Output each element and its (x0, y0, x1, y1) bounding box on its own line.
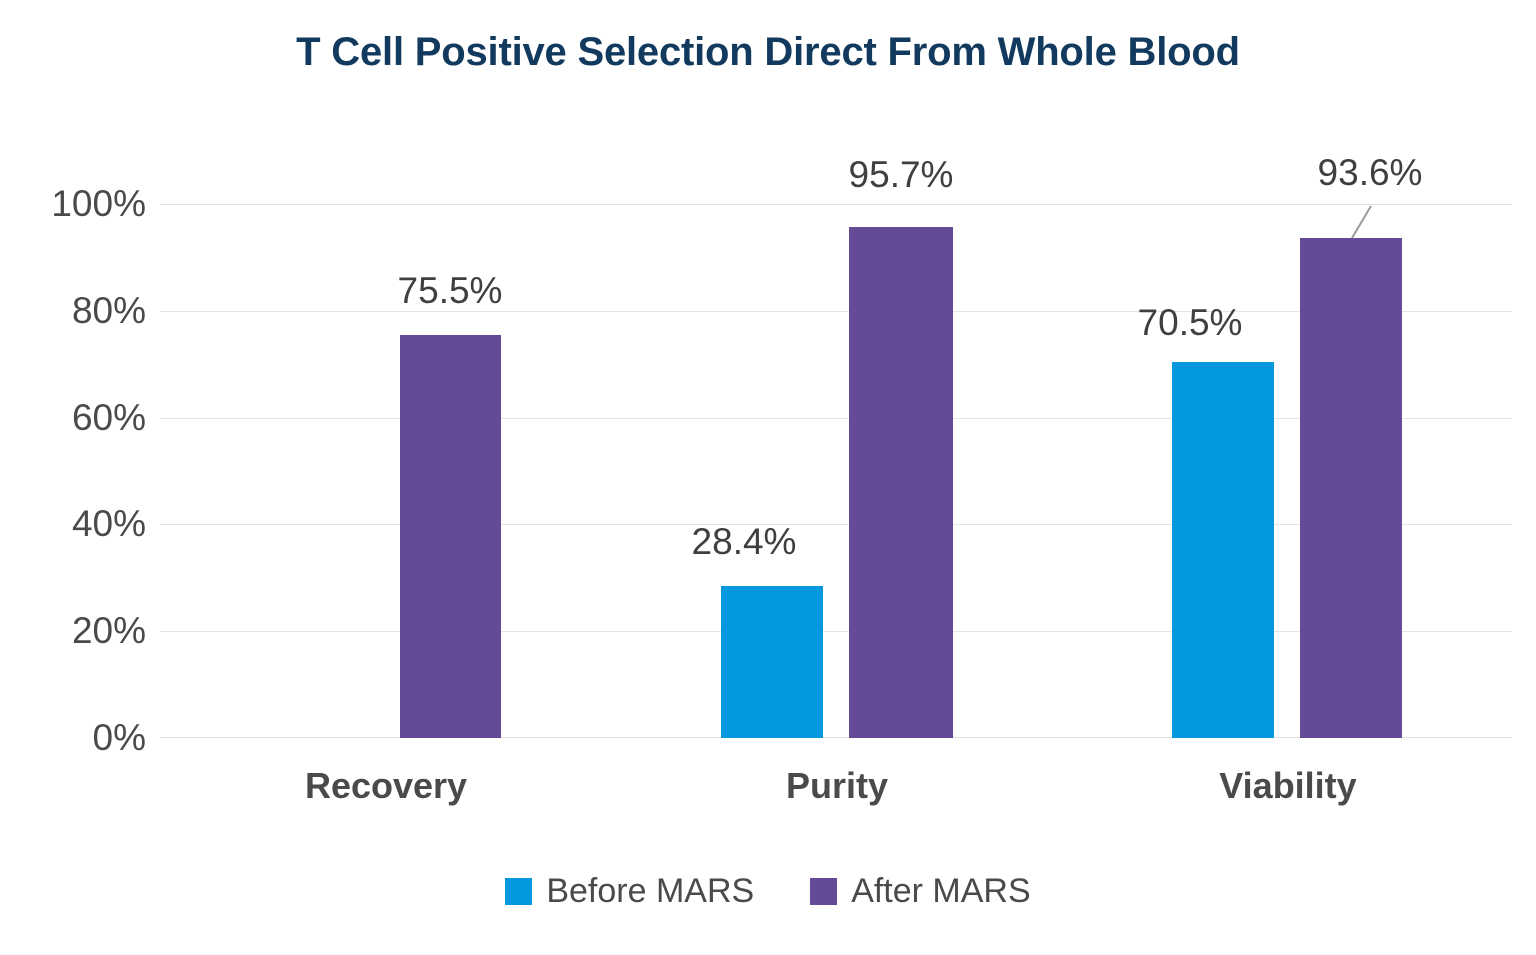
bar-purity-before-mars[interactable] (721, 586, 823, 738)
y-axis: 100% 80% 60% 40% 20% 0% (0, 183, 146, 758)
legend-label-after-mars: After MARS (851, 872, 1031, 910)
y-tick-label-0: 0% (92, 717, 146, 758)
plot-area (160, 204, 1512, 738)
category-label-viability: Viability (1219, 765, 1357, 806)
bar-recovery-after-mars[interactable] (400, 335, 501, 738)
legend-swatch-icon-before-mars (505, 878, 533, 905)
bar-viability-after-mars[interactable] (1300, 238, 1402, 738)
category-label-purity: Purity (785, 765, 889, 806)
y-tick-label-20: 20% (71, 610, 146, 651)
gridline-40 (160, 524, 1512, 525)
gridline-100 (160, 204, 1512, 205)
gridline-80 (160, 311, 1512, 312)
data-label-purity-after-mars: 95.7% (848, 154, 954, 195)
gridline-60 (160, 418, 1512, 419)
category-label-recovery: Recovery (304, 765, 468, 806)
data-label-viability-after-mars: 93.6% (1317, 152, 1423, 193)
y-tick-label-100: 100% (51, 183, 146, 224)
chart-title: T Cell Positive Selection Direct From Wh… (296, 30, 1240, 74)
data-label-purity-before-mars: 28.4% (691, 521, 797, 562)
legend-item-after-mars[interactable]: After MARS (810, 872, 1031, 911)
chart-legend: Before MARS After MARS (0, 872, 1536, 911)
y-tick-label-40: 40% (71, 503, 146, 544)
data-label-viability-before-mars: 70.5% (1137, 302, 1243, 343)
legend-swatch-icon-after-mars (810, 878, 838, 905)
gridline-0 (160, 737, 1512, 738)
bar-viability-before-mars[interactable] (1172, 362, 1274, 738)
data-label-recovery-after-mars: 75.5% (397, 270, 503, 311)
y-tick-label-80: 80% (71, 290, 146, 331)
legend-item-before-mars[interactable]: Before MARS (505, 872, 754, 911)
legend-label-before-mars: Before MARS (546, 872, 755, 910)
gridline-20 (160, 631, 1512, 632)
y-tick-label-60: 60% (71, 397, 146, 438)
bar-purity-after-mars[interactable] (849, 227, 953, 738)
